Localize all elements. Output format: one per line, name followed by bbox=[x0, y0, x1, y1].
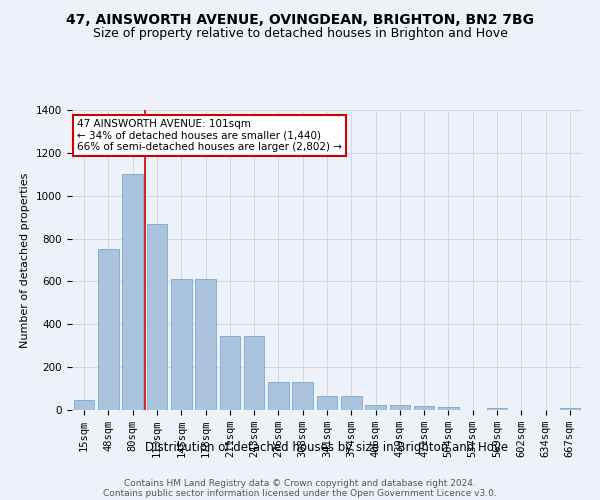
Bar bbox=[487, 408, 508, 410]
Text: Contains public sector information licensed under the Open Government Licence v3: Contains public sector information licen… bbox=[103, 488, 497, 498]
Bar bbox=[438, 408, 459, 410]
Bar bbox=[146, 224, 167, 410]
Bar bbox=[220, 336, 240, 410]
Bar bbox=[365, 404, 386, 410]
Bar bbox=[195, 279, 216, 410]
Bar bbox=[317, 396, 337, 410]
Text: 47 AINSWORTH AVENUE: 101sqm
← 34% of detached houses are smaller (1,440)
66% of : 47 AINSWORTH AVENUE: 101sqm ← 34% of det… bbox=[77, 119, 342, 152]
Bar bbox=[268, 382, 289, 410]
Bar bbox=[98, 250, 119, 410]
Bar bbox=[341, 396, 362, 410]
Bar bbox=[74, 400, 94, 410]
Bar bbox=[171, 279, 191, 410]
Bar bbox=[414, 406, 434, 410]
Bar bbox=[560, 408, 580, 410]
Text: Size of property relative to detached houses in Brighton and Hove: Size of property relative to detached ho… bbox=[92, 28, 508, 40]
Bar bbox=[292, 382, 313, 410]
Bar bbox=[389, 404, 410, 410]
Text: 47, AINSWORTH AVENUE, OVINGDEAN, BRIGHTON, BN2 7BG: 47, AINSWORTH AVENUE, OVINGDEAN, BRIGHTO… bbox=[66, 12, 534, 26]
Bar bbox=[244, 336, 265, 410]
Y-axis label: Number of detached properties: Number of detached properties bbox=[20, 172, 31, 348]
Text: Distribution of detached houses by size in Brighton and Hove: Distribution of detached houses by size … bbox=[145, 441, 509, 454]
Bar bbox=[122, 174, 143, 410]
Text: Contains HM Land Registry data © Crown copyright and database right 2024.: Contains HM Land Registry data © Crown c… bbox=[124, 478, 476, 488]
